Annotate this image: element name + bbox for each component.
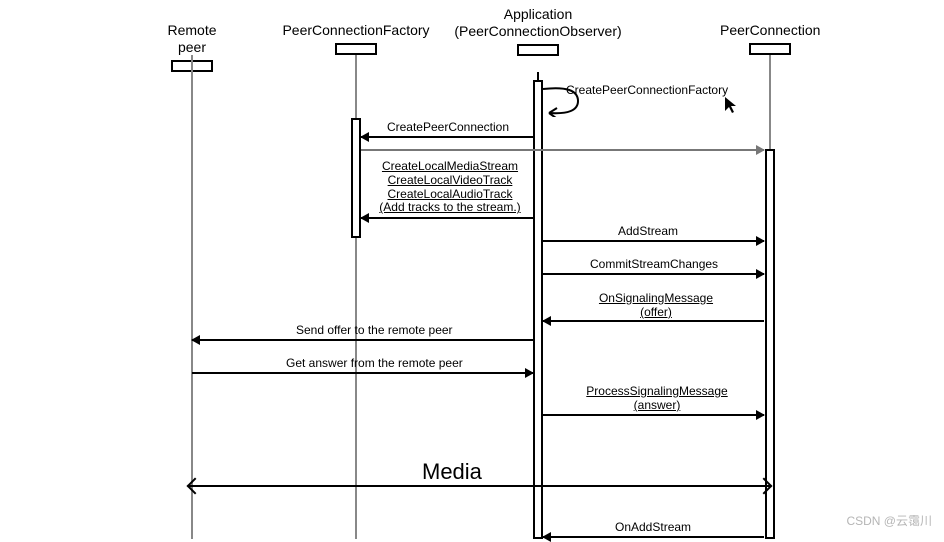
participant-box — [749, 43, 791, 55]
msg-local-stream — [361, 217, 533, 219]
msg-process-sig — [543, 414, 764, 416]
msg-send-offer — [192, 339, 533, 341]
msg-commit — [543, 273, 764, 275]
msg-label-create-factory: CreatePeerConnectionFactory — [566, 84, 728, 98]
msg-label-on-add: OnAddStream — [615, 521, 691, 535]
watermark: CSDN @云霭川 — [846, 512, 932, 529]
msg-label-on-signaling: OnSignalingMessage (offer) — [596, 292, 716, 320]
participant-label: PeerConnectionFactory — [280, 22, 432, 39]
msg-label-get-answer: Get answer from the remote peer — [286, 357, 463, 371]
participant-label: Application (PeerConnectionObserver) — [450, 6, 626, 40]
sequence-diagram: Remote peer PeerConnectionFactory Applic… — [0, 0, 944, 539]
return-factory-pc — [361, 149, 764, 151]
participant-box — [517, 44, 559, 56]
msg-create-pc — [361, 136, 533, 138]
msg-get-answer — [192, 372, 533, 374]
msg-label-create-pc: CreatePeerConnection — [378, 121, 518, 135]
participant-label: PeerConnection — [720, 22, 820, 39]
msg-label-send-offer: Send offer to the remote peer — [296, 324, 453, 338]
msg-on-signaling — [543, 320, 764, 322]
lifeline-remote — [191, 55, 193, 539]
cursor-icon — [724, 96, 738, 119]
msg-media — [189, 485, 770, 487]
msg-on-add — [543, 536, 764, 538]
msg-label-local-stream: CreateLocalMediaStream CreateLocalVideoT… — [370, 160, 530, 215]
participant-app: Application (PeerConnectionObserver) — [450, 6, 626, 56]
msg-label-media: Media — [422, 459, 482, 485]
participant-factory: PeerConnectionFactory — [280, 22, 432, 55]
participant-pc: PeerConnection — [720, 22, 820, 55]
msg-label-add-stream: AddStream — [618, 225, 678, 239]
msg-label-commit: CommitStreamChanges — [590, 258, 718, 272]
msg-add-stream — [543, 240, 764, 242]
participant-box — [335, 43, 377, 55]
participant-label: Remote peer — [157, 22, 227, 56]
msg-label-process-sig: ProcessSignalingMessage (answer) — [582, 385, 732, 413]
